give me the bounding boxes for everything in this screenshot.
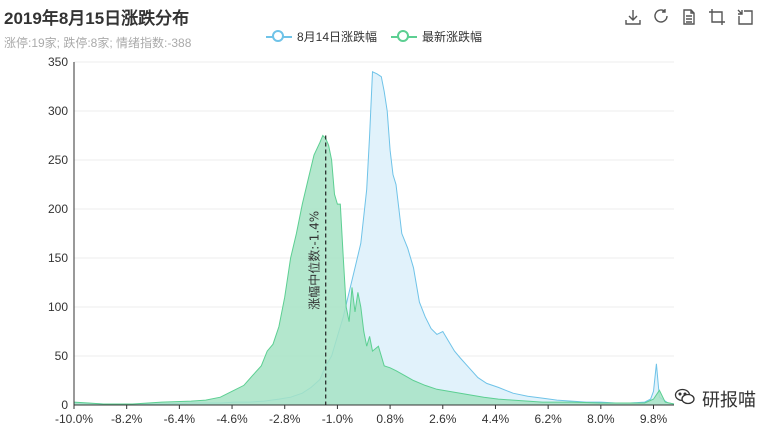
refresh-icon[interactable] (652, 8, 670, 26)
x-tick-label: -6.4% (164, 412, 196, 426)
y-tick-label: 50 (55, 349, 69, 363)
y-tick-label: 300 (48, 104, 68, 118)
legend-swatch-latest (391, 29, 418, 44)
x-tick-label: -10.0% (55, 412, 93, 426)
legend-item-latest[interactable]: 最新涨跌幅 (391, 28, 482, 45)
median-label: 涨幅中位数:-1.4% (307, 211, 322, 310)
y-tick-label: 150 (48, 251, 68, 265)
series-area-1 (74, 135, 674, 405)
x-tick-label: -8.2% (111, 412, 143, 426)
x-tick-label: 9.8% (640, 412, 668, 426)
watermark-text: 研报喵 (702, 390, 756, 410)
watermark: 研报喵 (674, 386, 756, 412)
x-tick-label: 2.6% (429, 412, 457, 426)
data-view-icon[interactable] (680, 8, 698, 26)
x-tick-label: 8.0% (587, 412, 615, 426)
y-tick-label: 100 (48, 300, 68, 314)
x-tick-label: 0.8% (376, 412, 404, 426)
legend-swatch-prev (266, 29, 292, 44)
legend-label-prev: 8月14日涨跌幅 (297, 30, 378, 44)
x-tick-label: -2.8% (269, 412, 301, 426)
y-tick-label: 0 (61, 398, 68, 412)
restore-icon[interactable] (736, 8, 754, 26)
chart-toolbox (624, 8, 754, 26)
chart-subtitle: 涨停:19家; 跌停:8家; 情绪指数:-388 (4, 36, 192, 50)
chart-legend: 8月14日涨跌幅 最新涨跌幅 (266, 28, 482, 45)
x-tick-label: 4.4% (482, 412, 510, 426)
wechat-icon (674, 387, 696, 412)
chart-title: 2019年8月15日涨跌分布 (4, 9, 190, 28)
series-line-1 (73, 134, 675, 405)
y-tick-label: 350 (48, 55, 68, 69)
crop-icon[interactable] (708, 8, 726, 26)
legend-label-latest: 最新涨跌幅 (422, 30, 483, 44)
x-tick-label: 6.2% (534, 412, 562, 426)
x-tick-label: -4.6% (216, 412, 248, 426)
y-tick-label: 200 (48, 202, 68, 216)
x-tick-label: -1.0% (322, 412, 354, 426)
series-area-0 (74, 71, 674, 406)
download-icon[interactable] (624, 8, 642, 26)
legend-item-prev[interactable]: 8月14日涨跌幅 (266, 28, 377, 45)
y-tick-label: 250 (48, 153, 68, 167)
